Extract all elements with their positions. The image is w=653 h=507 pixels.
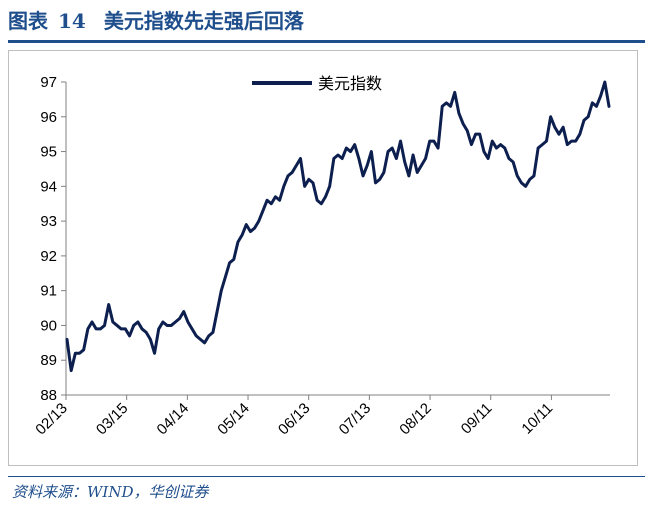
x-tick-label: 04/14 [154, 400, 193, 439]
x-tick-label: 05/14 [214, 400, 253, 439]
x-tick-label: 02/13 [32, 400, 71, 439]
figure-title-text: 美元指数先走强后回落 [103, 9, 304, 33]
x-tick-label: 10/11 [518, 400, 556, 438]
x-tick-label: 08/12 [396, 400, 435, 439]
x-tick-label: 06/13 [275, 400, 314, 439]
x-tick-label: 03/15 [93, 400, 132, 439]
y-tick-label: 95 [40, 144, 57, 161]
series-line [65, 80, 611, 373]
y-tick-label: 97 [40, 74, 57, 91]
source-note: 资料来源：WIND，华创证券 [12, 483, 209, 501]
x-tick-label: 09/11 [458, 400, 496, 438]
y-tick-label: 93 [40, 213, 57, 230]
y-tick-label: 92 [40, 248, 57, 265]
y-axis: 88 89 90 91 92 93 94 95 96 97 [40, 74, 67, 404]
y-tick-label: 90 [40, 317, 57, 334]
series-layer [65, 80, 611, 373]
y-tick-label: 96 [40, 109, 57, 126]
title-rule [8, 40, 645, 43]
x-axis: 02/13 03/15 04/14 05/14 06/13 07/13 08/12 09/11… [32, 394, 610, 439]
y-tick-label: 88 [40, 387, 57, 404]
x-tick-label: 07/13 [336, 400, 375, 439]
y-tick-label: 89 [40, 352, 57, 369]
legend-label: 美元指数 [318, 74, 382, 93]
chart-frame [8, 50, 638, 466]
figure-title: 图表 14 美元指数先走强后回落 [8, 6, 648, 36]
legend: 美元指数 [252, 74, 382, 93]
figure-number: 14 [58, 9, 86, 33]
y-tick-label: 91 [40, 283, 57, 300]
y-tick-label: 94 [40, 178, 57, 195]
figure-label: 图表 [8, 9, 48, 33]
source-rule [8, 476, 645, 477]
